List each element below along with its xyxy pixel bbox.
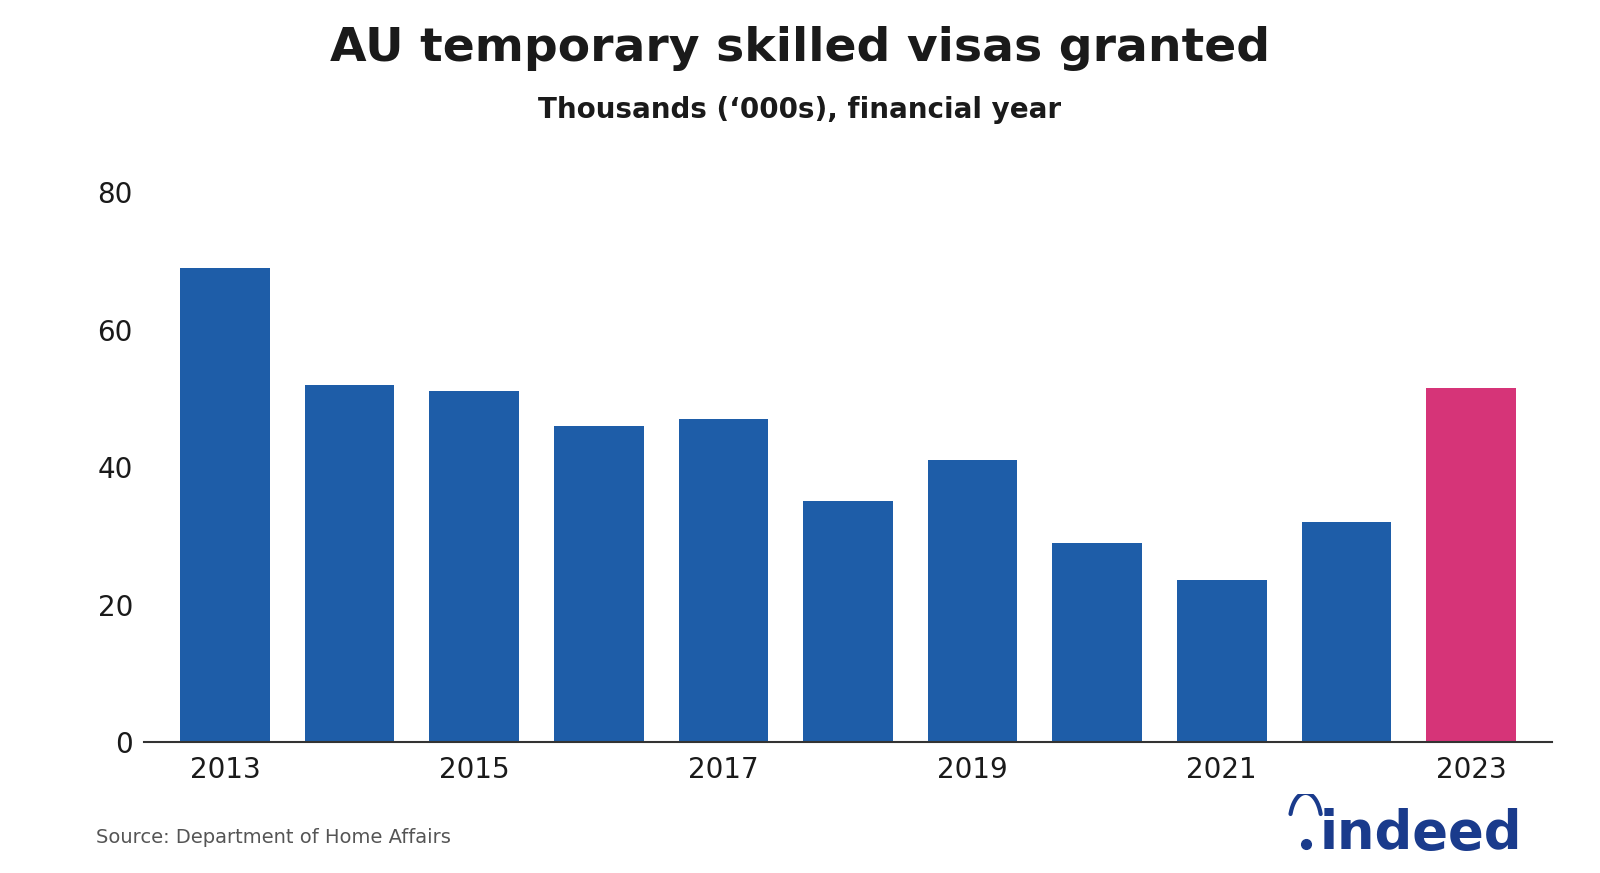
Bar bbox=[1426, 388, 1515, 742]
Text: AU temporary skilled visas granted: AU temporary skilled visas granted bbox=[330, 26, 1270, 72]
Bar bbox=[554, 426, 643, 742]
Bar bbox=[429, 391, 518, 742]
Bar bbox=[1301, 522, 1392, 742]
Text: indeed: indeed bbox=[1320, 808, 1523, 860]
Bar bbox=[181, 268, 270, 742]
Bar bbox=[1178, 581, 1267, 742]
Bar bbox=[304, 384, 395, 742]
Bar bbox=[678, 419, 768, 742]
Bar bbox=[1053, 543, 1142, 742]
Text: Source: Department of Home Affairs: Source: Department of Home Affairs bbox=[96, 828, 451, 847]
Bar bbox=[803, 501, 893, 742]
Text: Thousands (‘000s), financial year: Thousands (‘000s), financial year bbox=[539, 96, 1061, 124]
Bar bbox=[928, 460, 1018, 742]
